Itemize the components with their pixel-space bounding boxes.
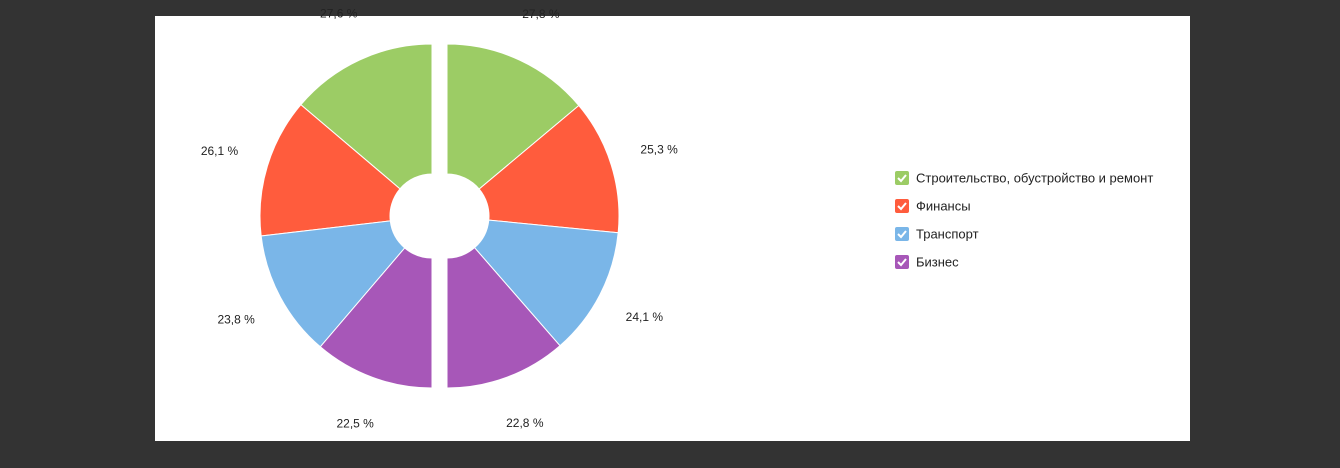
slice <box>446 43 580 190</box>
data-label: 22,8 % <box>506 416 544 430</box>
legend-checkbox <box>895 171 909 185</box>
legend-checkbox <box>895 255 909 269</box>
legend-checkbox <box>895 199 909 213</box>
legend-item[interactable]: Финансы <box>895 198 971 213</box>
check-icon <box>897 258 907 267</box>
check-icon <box>897 230 907 239</box>
slice <box>319 247 433 389</box>
slice <box>259 104 401 237</box>
check-icon <box>897 174 907 183</box>
data-label: 27,8 % <box>522 7 560 21</box>
legend-item[interactable]: Бизнес <box>895 254 959 269</box>
legend-item[interactable]: Строительство, обустройство и ремонт <box>895 170 1153 185</box>
slice <box>473 219 619 347</box>
data-label: 26,1 % <box>201 144 239 158</box>
legend-label: Строительство, обустройство и ремонт <box>916 170 1153 185</box>
data-label: 23,8 % <box>217 313 255 327</box>
legend-label: Транспорт <box>916 226 979 241</box>
slice <box>260 220 406 348</box>
slice <box>446 246 561 389</box>
check-icon <box>897 202 907 211</box>
data-label: 24,1 % <box>626 310 664 324</box>
data-label: 22,5 % <box>336 416 374 430</box>
data-label: 25,3 % <box>640 143 678 157</box>
legend-label: Финансы <box>916 198 971 213</box>
legend-label: Бизнес <box>916 254 959 269</box>
legend-item[interactable]: Транспорт <box>895 226 979 241</box>
legend-checkbox <box>895 227 909 241</box>
data-label: 27,6 % <box>320 7 358 21</box>
slice <box>300 43 433 190</box>
slice <box>478 104 620 234</box>
